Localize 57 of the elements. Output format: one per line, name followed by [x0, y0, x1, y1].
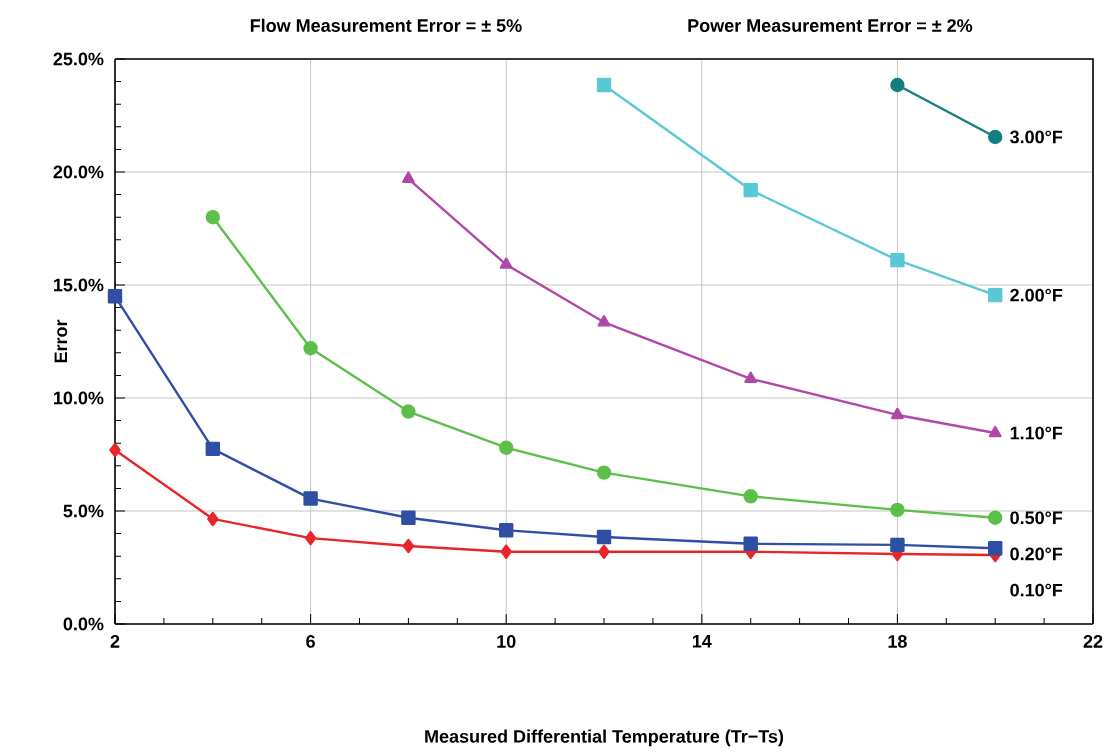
point	[988, 425, 1002, 438]
series-label: 0.50°F	[1010, 511, 1063, 525]
point	[401, 510, 416, 525]
point	[890, 502, 905, 518]
point	[988, 129, 1003, 145]
y-tick-label: 20.0%	[53, 165, 104, 179]
x-axis-title: Measured Differential Temperature (Tr−Ts)	[425, 729, 784, 747]
point	[988, 541, 1003, 556]
series-label: 0.10°F	[1010, 583, 1063, 597]
point	[890, 537, 905, 553]
point	[205, 210, 221, 225]
point	[499, 523, 514, 538]
point	[107, 289, 123, 304]
point	[207, 511, 219, 527]
point	[500, 544, 512, 559]
point	[598, 544, 610, 559]
text: Power Measurement Error = ± 2%	[688, 19, 973, 32]
point	[303, 341, 318, 356]
point	[303, 491, 318, 506]
point	[988, 287, 1003, 303]
point	[499, 257, 513, 269]
x-tick-label: 6	[306, 635, 315, 648]
x-tick-label: 2	[110, 635, 120, 648]
y-axis-title: Error	[54, 319, 68, 363]
x-tick-label: 14	[692, 635, 712, 648]
point	[499, 440, 514, 455]
y-tick-label: 5.0%	[63, 504, 104, 518]
series-label: 1.10°F	[1010, 426, 1063, 440]
text: Flow Measurement Error = ± 5%	[250, 18, 522, 32]
point	[596, 77, 612, 93]
point	[402, 538, 415, 554]
point	[596, 465, 612, 480]
point	[743, 536, 758, 551]
point	[205, 441, 221, 457]
point	[890, 252, 905, 268]
x-tick-label: 10	[497, 635, 516, 648]
point	[988, 510, 1003, 525]
point	[596, 529, 612, 545]
point	[743, 182, 758, 198]
point	[401, 404, 416, 419]
point	[109, 442, 121, 458]
x-tick-label: 18	[888, 635, 907, 648]
y-tick-label: 15.0%	[54, 278, 104, 292]
point	[402, 171, 415, 183]
y-tick-label: 0.0%	[63, 617, 104, 631]
point	[597, 315, 611, 327]
point	[891, 407, 904, 420]
y-tick-label: 25.0%	[53, 52, 104, 66]
series-label: 2.00°F	[1010, 288, 1063, 302]
y-tick-label: 10.0%	[54, 391, 104, 405]
series-label: 3.00°F	[1010, 130, 1063, 144]
x-tick-label: 22	[1083, 635, 1103, 648]
point	[304, 530, 317, 546]
point	[743, 489, 758, 504]
series-label: 0.20°F	[1010, 547, 1063, 561]
point	[744, 371, 758, 383]
point	[890, 77, 905, 93]
